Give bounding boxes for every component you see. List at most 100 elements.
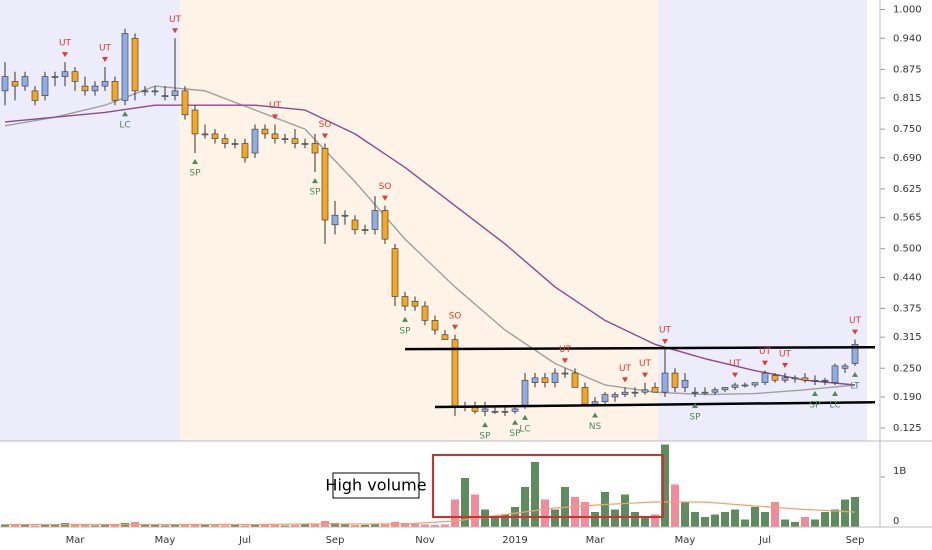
- volume-bar: [291, 525, 299, 527]
- signal-marker: [642, 372, 648, 378]
- signal-marker: [832, 391, 838, 396]
- signal-label: SO: [379, 182, 392, 192]
- volume-bar: [461, 478, 469, 527]
- signal-marker: [852, 371, 858, 377]
- candle-body: [231, 143, 239, 145]
- candle-body: [661, 372, 669, 393]
- signal-marker: [172, 28, 178, 34]
- candle-body: [411, 301, 419, 307]
- signal-label: UT: [559, 345, 572, 355]
- candle-body: [361, 229, 369, 231]
- volume-bar: [741, 519, 749, 527]
- volume-bar: [221, 525, 229, 527]
- candle-body: [11, 81, 19, 87]
- volume-bar: [571, 497, 579, 527]
- volume-bar: [261, 525, 269, 527]
- candle-body: [241, 143, 249, 159]
- moving-average: [4, 104, 856, 386]
- signal-marker: [452, 324, 458, 330]
- candle-body: [601, 394, 609, 403]
- y-tick-label: 0.940: [893, 33, 922, 44]
- candle-body: [191, 109, 199, 135]
- candle-body: [591, 401, 599, 405]
- y-tick-label: 0.690: [893, 153, 922, 164]
- signal-label: SP: [689, 412, 701, 422]
- signal-label: LT: [850, 381, 860, 391]
- candle-body: [351, 219, 359, 230]
- volume-bar: [201, 525, 209, 527]
- signal-marker: [312, 178, 318, 184]
- x-tick-label: May: [675, 535, 696, 546]
- volume-bar: [841, 499, 849, 527]
- signal-marker: [782, 363, 788, 369]
- candle-body: [741, 384, 749, 387]
- volume-bar: [801, 517, 809, 527]
- volume-bar: [211, 525, 219, 527]
- volume-bar: [481, 509, 489, 527]
- volume-bar: [111, 525, 119, 527]
- level-line: [434, 400, 876, 409]
- volume-bar: [341, 524, 349, 527]
- volume-bar: [241, 525, 249, 527]
- candle-body: [611, 394, 619, 398]
- volume-bar: [701, 517, 709, 527]
- x-tick-label: Jul: [758, 535, 771, 546]
- candle-body: [271, 133, 279, 139]
- candle-body: [201, 133, 209, 136]
- signal-marker: [512, 419, 518, 425]
- volume-bar: [351, 525, 359, 527]
- candle-body: [721, 387, 729, 391]
- candle-body: [711, 389, 719, 393]
- candle-body: [81, 85, 89, 92]
- volume-bar: [521, 487, 529, 527]
- signal-label: LC: [119, 121, 130, 131]
- y-tick-label: 0.190: [893, 392, 922, 403]
- candle-body: [221, 138, 229, 144]
- volume-bar: [821, 512, 829, 527]
- x-tick-label: Jul: [238, 535, 251, 546]
- volume-bar: [441, 524, 449, 527]
- candle-body: [831, 365, 839, 383]
- y-tick-label: 0: [893, 516, 899, 527]
- volume-bar: [551, 509, 559, 527]
- volume-bar: [771, 502, 779, 527]
- volume-bar: [161, 525, 169, 527]
- signal-label: UT: [269, 101, 282, 111]
- volume-bar: [651, 514, 659, 527]
- y-tick-label: 0.565: [893, 213, 922, 224]
- volume-bar: [411, 524, 419, 527]
- volume-bar: [721, 512, 729, 527]
- signal-label: UT: [659, 326, 672, 336]
- signal-marker: [102, 56, 108, 62]
- candle-body: [581, 387, 589, 405]
- annotation-text: High volume: [325, 476, 426, 495]
- volume-bar: [371, 524, 379, 527]
- candle-body: [851, 344, 859, 364]
- volume-bar: [81, 525, 89, 527]
- volume-bar: [531, 462, 539, 527]
- signal-label: SP: [509, 429, 521, 439]
- candle-body: [161, 95, 169, 97]
- session-region: [0, 0, 180, 441]
- signal-label: SP: [399, 326, 411, 336]
- candle-body: [511, 408, 519, 412]
- signal-label: SP: [309, 188, 321, 198]
- y-tick-label: 0.375: [893, 303, 922, 314]
- signal-label: UT: [169, 15, 182, 25]
- signal-marker: [622, 377, 628, 383]
- volume-bar: [591, 512, 599, 527]
- candle-body: [431, 320, 439, 331]
- candle-body: [731, 384, 739, 388]
- candle-body: [681, 379, 689, 388]
- candle-body: [501, 411, 509, 413]
- volume-bar: [831, 509, 839, 527]
- volume-bar: [181, 524, 189, 527]
- volume-bar: [281, 525, 289, 527]
- candle-body: [491, 411, 499, 413]
- signal-label: UT: [59, 39, 72, 49]
- candle-body: [181, 90, 189, 116]
- signal-label: SO: [319, 120, 332, 130]
- signal-marker: [852, 329, 858, 335]
- signal-marker: [192, 159, 198, 165]
- volume-bar: [601, 492, 609, 527]
